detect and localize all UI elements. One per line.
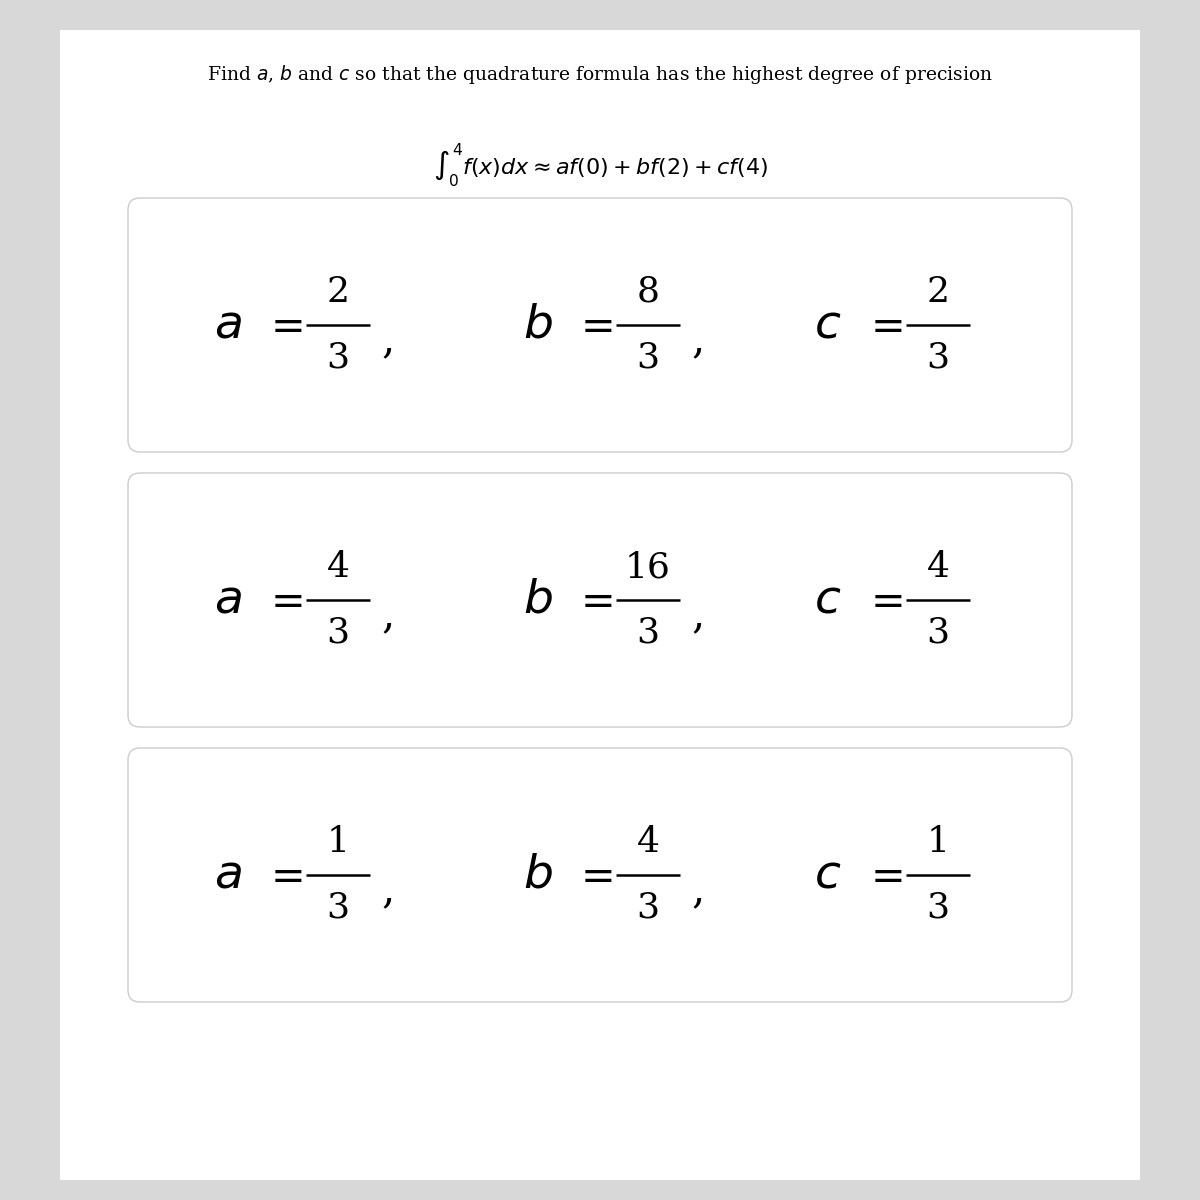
Text: $=$: $=$ [571,578,612,622]
Text: 1: 1 [926,826,949,859]
Text: ,: , [691,594,704,636]
Text: Find $a$, $b$ and $c$ so that the quadrature formula has the highest degree of p: Find $a$, $b$ and $c$ so that the quadra… [206,64,994,86]
Text: 8: 8 [636,275,660,308]
Text: $=$: $=$ [262,304,302,346]
Text: 16: 16 [625,550,671,584]
Text: $c$: $c$ [815,577,841,623]
Text: 4: 4 [926,550,949,584]
Text: $b$: $b$ [523,302,553,348]
Text: 2: 2 [326,275,349,308]
Text: 3: 3 [926,890,949,925]
Text: ,: , [382,319,395,361]
Text: $=$: $=$ [571,304,612,346]
Text: 3: 3 [636,890,660,925]
Text: 3: 3 [636,616,660,650]
Text: $c$: $c$ [815,852,841,898]
Text: $c$: $c$ [815,302,841,348]
Text: $=$: $=$ [862,854,902,896]
Text: 4: 4 [326,550,349,584]
Text: $=$: $=$ [262,854,302,896]
Text: ,: , [382,594,395,636]
Text: 3: 3 [636,341,660,374]
Text: 3: 3 [926,616,949,650]
Text: $a$: $a$ [214,302,242,348]
FancyBboxPatch shape [60,30,1140,1180]
Text: 3: 3 [326,341,349,374]
FancyBboxPatch shape [128,198,1072,452]
Text: 2: 2 [926,275,949,308]
Text: ,: , [691,319,704,361]
Text: ,: , [382,869,395,911]
Text: $=$: $=$ [862,578,902,622]
Text: $\int_0^4 f(x)dx \approx af(0) + bf(2) + cf(4)$: $\int_0^4 f(x)dx \approx af(0) + bf(2) +… [432,142,768,188]
Text: $=$: $=$ [862,304,902,346]
Text: 3: 3 [926,341,949,374]
Text: 3: 3 [326,890,349,925]
Text: $a$: $a$ [214,852,242,898]
FancyBboxPatch shape [128,473,1072,727]
Text: $=$: $=$ [262,578,302,622]
Text: $b$: $b$ [523,577,553,623]
Text: $=$: $=$ [571,854,612,896]
Text: 1: 1 [326,826,349,859]
FancyBboxPatch shape [128,748,1072,1002]
Text: $a$: $a$ [214,577,242,623]
Text: 4: 4 [636,826,660,859]
Text: 3: 3 [326,616,349,650]
Text: ,: , [691,869,704,911]
Text: $b$: $b$ [523,852,553,898]
